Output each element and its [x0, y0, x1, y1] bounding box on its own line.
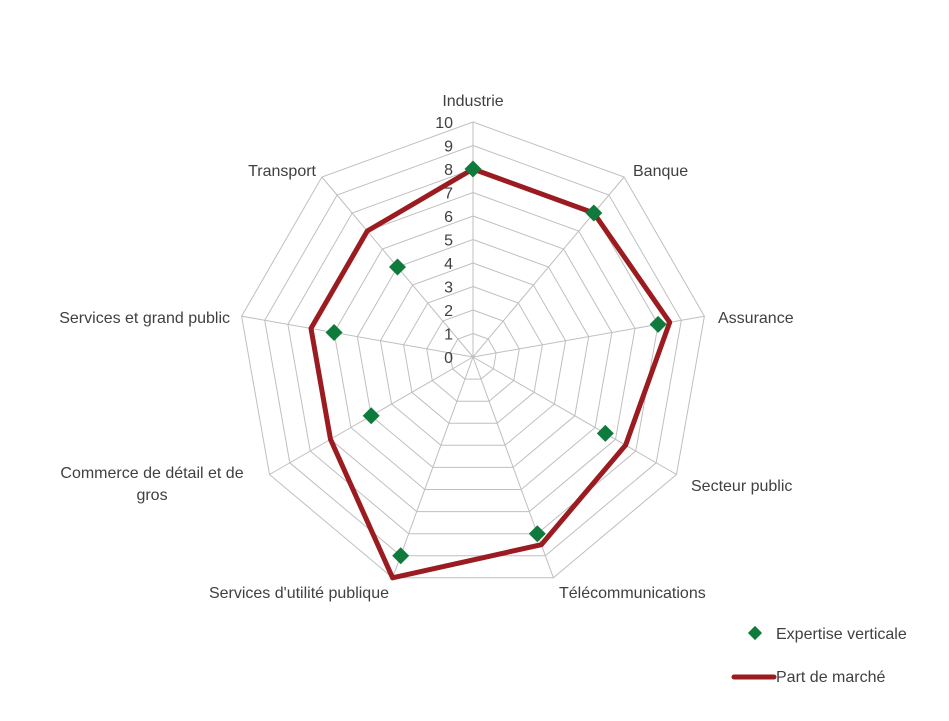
category-label: Commerce de détail et de gros [60, 465, 243, 504]
grid-spoke-4 [472, 356, 554, 578]
grid-ring-5 [356, 238, 590, 468]
data-point-expertise-verticale [325, 324, 343, 341]
tick-label: 0 [444, 350, 453, 367]
legend: Expertise verticale Part de marché [731, 625, 907, 686]
grid-spoke-5 [392, 356, 474, 578]
data-point-expertise-verticale [585, 204, 603, 222]
category-label: Services d'utilité publique [209, 585, 389, 602]
series-layer [308, 160, 673, 581]
data-point-expertise-verticale [649, 315, 667, 333]
series-line-part-de-marche [308, 166, 673, 581]
data-point-expertise-verticale [392, 547, 410, 565]
radar-grid [241, 121, 705, 579]
grid-spoke-3 [472, 356, 677, 475]
data-point-expertise-verticale [464, 160, 482, 178]
tick-label: 2 [444, 303, 453, 320]
tick-label: 6 [444, 209, 453, 226]
grid-ring-1 [449, 332, 497, 380]
radial-tick-labels: 0 1 2 3 4 5 6 7 8 9 10 [435, 115, 453, 367]
grid-ring-6 [333, 215, 613, 490]
legend-item-expertise-verticale: Expertise verticale [747, 625, 907, 643]
tick-label: 8 [444, 162, 453, 179]
grid-spoke-2 [472, 315, 705, 358]
category-label: Transport [248, 163, 316, 180]
legend-item-part-de-marche: Part de marché [731, 669, 885, 686]
legend-label-part-de-marche: Part de marché [776, 669, 885, 686]
legend-marker-expertise-verticale [747, 625, 763, 641]
grid-ring-10 [241, 121, 705, 579]
grid-ring-3 [403, 285, 543, 424]
tick-label: 3 [444, 280, 453, 297]
data-point-expertise-verticale [362, 407, 380, 425]
category-label: Services et grand public [59, 310, 230, 327]
tick-label: 10 [435, 115, 453, 132]
category-label: Industrie [442, 93, 503, 110]
grid-ring-2 [426, 309, 520, 402]
tick-label: 7 [444, 186, 453, 203]
data-point-expertise-verticale [389, 258, 406, 276]
tick-label: 5 [444, 233, 453, 250]
grid-ring-8 [287, 168, 659, 535]
tick-label: 9 [444, 139, 453, 156]
data-point-expertise-verticale [596, 424, 614, 442]
data-point-expertise-verticale [528, 525, 546, 543]
tick-label: 4 [444, 256, 453, 273]
grid-ring-4 [379, 262, 567, 446]
tick-label: 1 [444, 327, 453, 344]
category-labels: Industrie Banque Assurance Secteur public Té… [59, 93, 793, 602]
category-label: Télécommunications [559, 585, 706, 602]
grid-spoke-1 [472, 176, 625, 358]
grid-ring-9 [264, 144, 682, 557]
category-label: Banque [633, 163, 688, 180]
legend-label-expertise-verticale: Expertise verticale [776, 626, 907, 643]
grid-spoke-7 [241, 315, 474, 358]
category-label: Assurance [718, 310, 794, 327]
category-label: Secteur public [691, 478, 792, 495]
